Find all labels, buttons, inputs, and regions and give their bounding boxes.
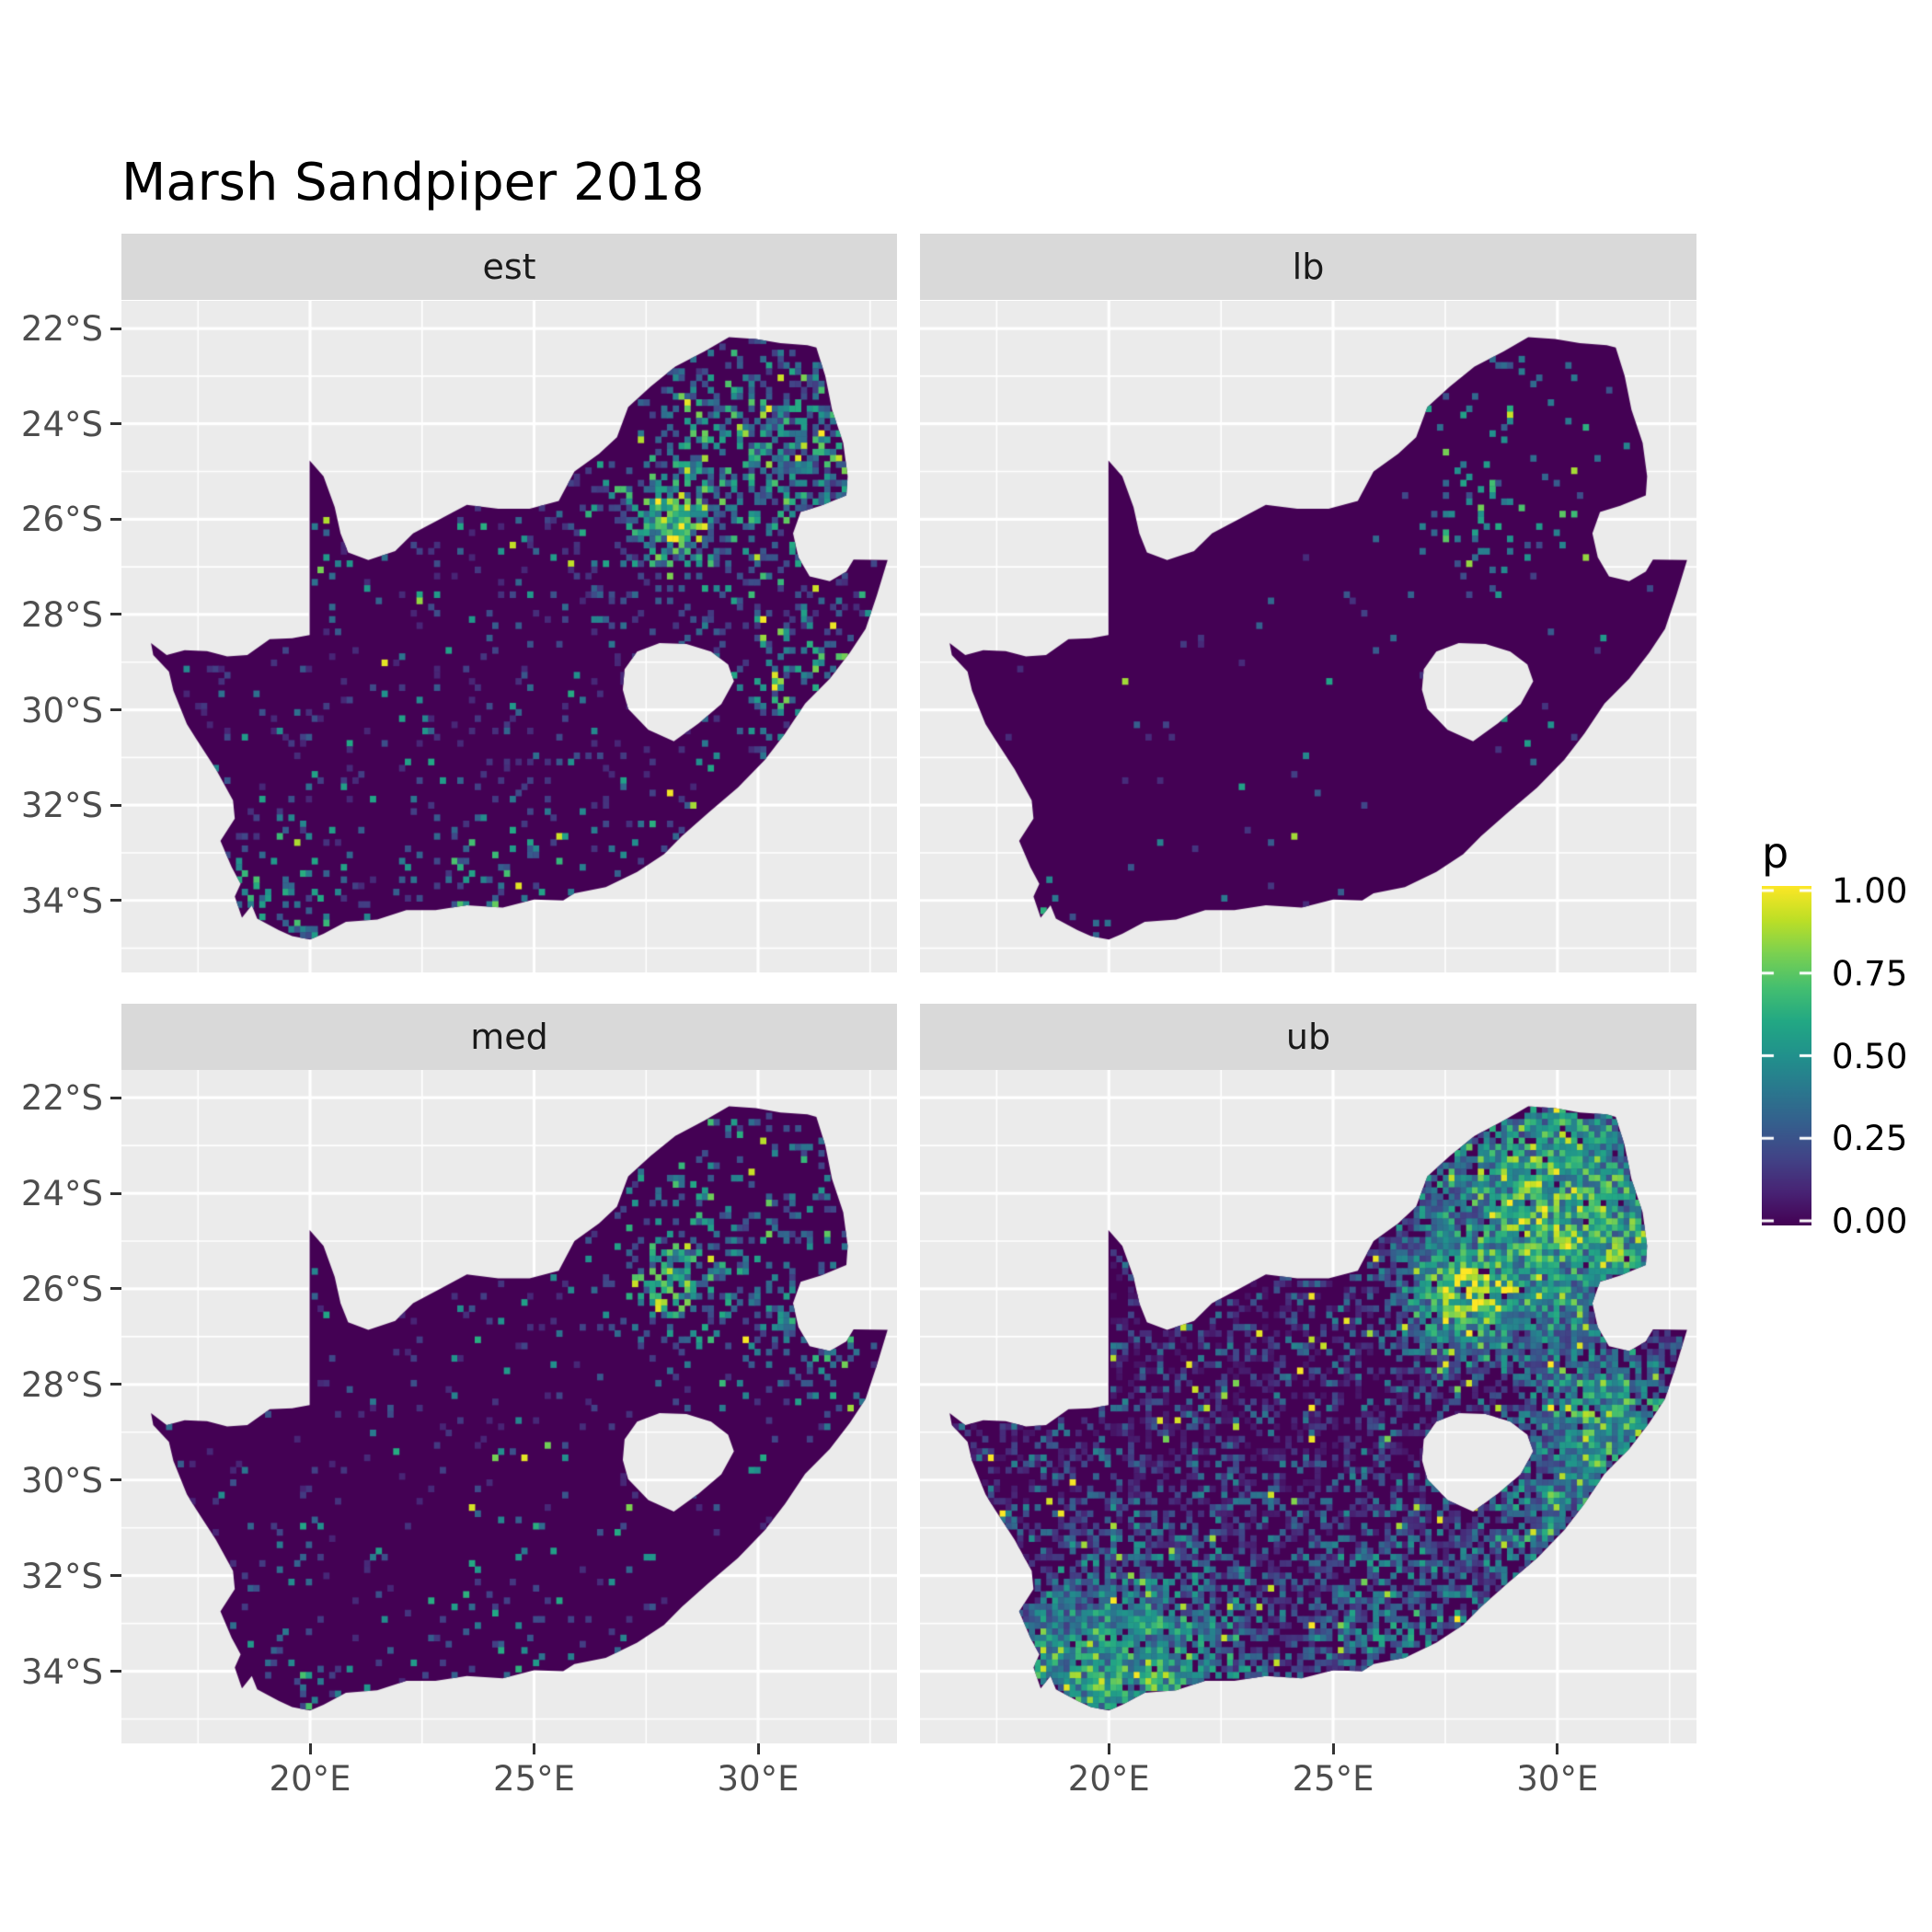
y-axis-tick-mark: [110, 613, 121, 616]
y-axis-tick-mark: [110, 899, 121, 903]
legend-colorbar: [1762, 886, 1811, 1225]
facet-panel-med: [121, 1070, 897, 1743]
facet-strip-label-est: est: [482, 247, 536, 287]
y-axis-label: 34°S: [20, 880, 103, 921]
legend-tick-label: 0.25: [1832, 1119, 1908, 1159]
y-axis-tick-mark: [110, 422, 121, 426]
facet-panel-est: [121, 301, 897, 972]
facet-strip-label-lb: lb: [1292, 247, 1325, 287]
legend-tick-label: 0.00: [1832, 1202, 1908, 1241]
y-axis-label: 26°S: [20, 1269, 103, 1309]
y-axis-label: 24°S: [20, 404, 103, 444]
y-axis-tick-mark: [110, 1191, 121, 1195]
y-axis-label: 26°S: [20, 500, 103, 540]
y-axis-label: 22°S: [20, 1078, 103, 1119]
x-axis-tick-mark: [1331, 1743, 1335, 1754]
x-axis-label: 20°E: [269, 1759, 351, 1799]
facet-panel-lb: [920, 301, 1696, 972]
facet-strip-lb: lb: [920, 234, 1696, 300]
y-axis-label: 30°S: [20, 690, 103, 730]
y-axis-label: 22°S: [20, 309, 103, 350]
y-axis-tick-mark: [110, 327, 121, 330]
facet-strip-ub: ub: [920, 1004, 1696, 1070]
y-axis-tick-mark: [110, 1478, 121, 1482]
y-axis-label: 32°S: [20, 1556, 103, 1596]
y-axis-tick-mark: [110, 1670, 121, 1673]
facet-panel-ub: [920, 1070, 1696, 1743]
facet-strip-label-med: med: [470, 1017, 548, 1057]
y-axis-tick-mark: [110, 1383, 121, 1386]
y-axis-label: 28°S: [20, 594, 103, 635]
x-axis-label: 25°E: [493, 1759, 575, 1799]
y-axis-tick-mark: [110, 1096, 121, 1099]
legend-tick-label: 1.00: [1832, 871, 1908, 911]
x-axis-label: 25°E: [1292, 1759, 1374, 1799]
y-axis-tick-mark: [110, 708, 121, 712]
x-axis-tick-mark: [533, 1743, 536, 1754]
y-axis-label: 32°S: [20, 786, 103, 826]
x-axis-tick-mark: [1107, 1743, 1110, 1754]
x-axis-tick-mark: [308, 1743, 312, 1754]
map-canvas-lb: [920, 301, 1696, 972]
y-axis-tick-mark: [110, 1287, 121, 1291]
facet-strip-med: med: [121, 1004, 897, 1070]
y-axis-tick-mark: [110, 803, 121, 807]
map-canvas-med: [121, 1070, 897, 1743]
map-canvas-ub: [920, 1070, 1696, 1743]
legend-tick-label: 0.75: [1832, 953, 1908, 994]
facet-strip-est: est: [121, 234, 897, 300]
legend-title: p: [1762, 828, 1789, 878]
x-axis-label: 30°E: [717, 1759, 799, 1799]
y-axis-label: 24°S: [20, 1174, 103, 1214]
y-axis-tick-mark: [110, 1574, 121, 1578]
map-canvas-est: [121, 301, 897, 972]
x-axis-label: 20°E: [1067, 1759, 1150, 1799]
legend-tick-label: 0.50: [1832, 1036, 1908, 1076]
x-axis-tick-mark: [756, 1743, 760, 1754]
y-axis-label: 34°S: [20, 1651, 103, 1692]
y-axis-label: 30°S: [20, 1460, 103, 1501]
y-axis-label: 28°S: [20, 1364, 103, 1405]
x-axis-tick-mark: [1556, 1743, 1559, 1754]
y-axis-tick-mark: [110, 517, 121, 521]
chart-title: Marsh Sandpiper 2018: [121, 153, 705, 213]
x-axis-label: 30°E: [1516, 1759, 1599, 1799]
facet-strip-label-ub: ub: [1285, 1017, 1331, 1057]
